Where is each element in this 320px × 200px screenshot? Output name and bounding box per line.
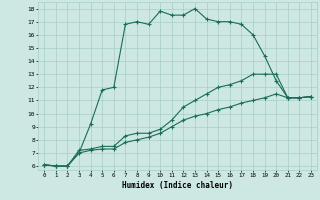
- X-axis label: Humidex (Indice chaleur): Humidex (Indice chaleur): [122, 181, 233, 190]
